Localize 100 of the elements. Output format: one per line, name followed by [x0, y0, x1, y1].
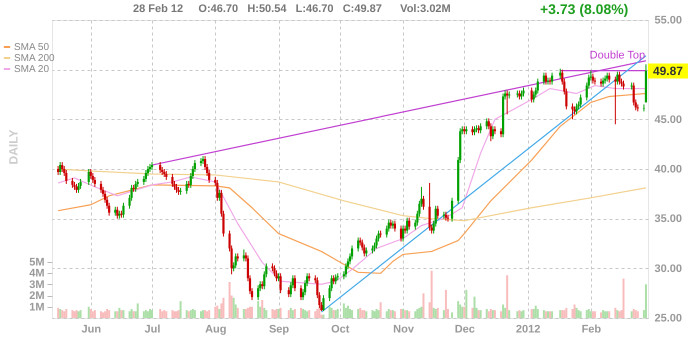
candlestick	[400, 225, 402, 242]
bar	[206, 311, 208, 318]
bar	[418, 308, 420, 318]
bar	[178, 310, 180, 318]
bar	[151, 310, 154, 318]
x-tick-label: Jun	[82, 324, 102, 336]
y2-tick-label: 1M	[29, 301, 44, 314]
legend-label: SMA 200	[14, 53, 56, 64]
bar	[328, 306, 331, 318]
candlestick	[406, 217, 408, 234]
candlestick	[288, 286, 290, 298]
y2-tick-label: 5M	[29, 256, 44, 268]
candlestick	[616, 71, 618, 86]
candlestick	[171, 173, 174, 188]
candlestick	[273, 264, 276, 277]
candlestick	[571, 102, 574, 120]
candlestick	[506, 90, 508, 115]
bar	[522, 310, 524, 318]
bar	[444, 290, 447, 318]
bar	[471, 308, 474, 318]
legend-label: SMA 50	[14, 42, 50, 53]
bar	[314, 311, 316, 318]
bar	[451, 312, 454, 318]
bar	[288, 310, 290, 318]
bar	[75, 310, 78, 318]
bar	[330, 308, 333, 318]
candlestick	[592, 73, 594, 84]
bar	[94, 310, 96, 318]
bar	[386, 311, 388, 318]
bar	[304, 310, 306, 318]
bar	[414, 311, 416, 318]
y-tick-label: 25.00	[654, 312, 682, 324]
bar	[104, 311, 106, 318]
bar	[80, 310, 82, 318]
bar	[459, 304, 462, 318]
candlestick	[92, 172, 94, 184]
bar	[216, 306, 218, 318]
bar	[344, 308, 347, 318]
bar	[173, 311, 176, 318]
x-tick-label: Feb	[582, 324, 602, 336]
candlestick	[242, 248, 245, 262]
candlestick	[363, 244, 366, 257]
y-tick-label: 45.00	[654, 114, 682, 126]
x-tick-label: 2012	[516, 324, 540, 336]
candlestick	[559, 68, 562, 80]
x-tick-label: Jul	[144, 324, 160, 336]
x-tick-label: Oct	[331, 324, 350, 336]
bar	[594, 311, 596, 318]
bar	[504, 308, 506, 318]
chart-subtitle: 28 Feb 12 O:46.70 H:50.54 L:46.70 C:49.87 Vol:3.02M	[133, 3, 451, 15]
x-tick-label: Aug	[205, 324, 226, 336]
bar	[614, 308, 616, 318]
x-tick-label: Sep	[268, 324, 290, 336]
candlestick	[186, 180, 188, 194]
x-tick-label: Dec	[454, 324, 475, 336]
bar	[351, 310, 354, 318]
bar	[432, 308, 435, 318]
candlestick	[402, 225, 404, 242]
bar	[106, 309, 108, 318]
bar	[580, 311, 582, 318]
x-tick-label: Nov	[393, 324, 415, 336]
candlestick	[71, 177, 74, 188]
annotation: 49.87	[652, 64, 684, 78]
candlestick	[61, 162, 64, 172]
bar	[251, 306, 254, 318]
bar	[604, 311, 606, 318]
bar	[536, 309, 539, 318]
candlestick	[116, 206, 118, 220]
bar	[422, 293, 424, 318]
candlestick	[216, 179, 218, 202]
bar	[273, 310, 276, 318]
bar	[165, 311, 168, 318]
bar	[378, 310, 380, 318]
bar	[108, 310, 110, 318]
candlestick	[480, 122, 482, 134]
candlestick	[134, 180, 137, 192]
candlestick	[344, 262, 348, 278]
candlestick	[490, 122, 492, 142]
candlestick	[94, 176, 96, 188]
bar	[118, 308, 120, 318]
candlestick	[436, 205, 439, 220]
bar	[500, 311, 502, 318]
candlestick	[59, 162, 62, 176]
bar	[100, 311, 102, 318]
candlestick	[428, 182, 431, 232]
candlestick	[580, 94, 582, 108]
bar	[71, 310, 74, 318]
bar	[442, 310, 445, 318]
bar	[336, 309, 339, 318]
bar	[88, 306, 90, 318]
bar	[578, 310, 580, 318]
bar	[176, 311, 178, 318]
candlestick	[144, 169, 147, 182]
text: +3.73 (8.08%)	[540, 1, 628, 17]
bar	[192, 309, 194, 318]
bar	[102, 312, 104, 318]
bar	[576, 308, 578, 318]
candlestick	[234, 252, 237, 269]
candlestick	[275, 270, 278, 282]
bar	[506, 275, 508, 318]
